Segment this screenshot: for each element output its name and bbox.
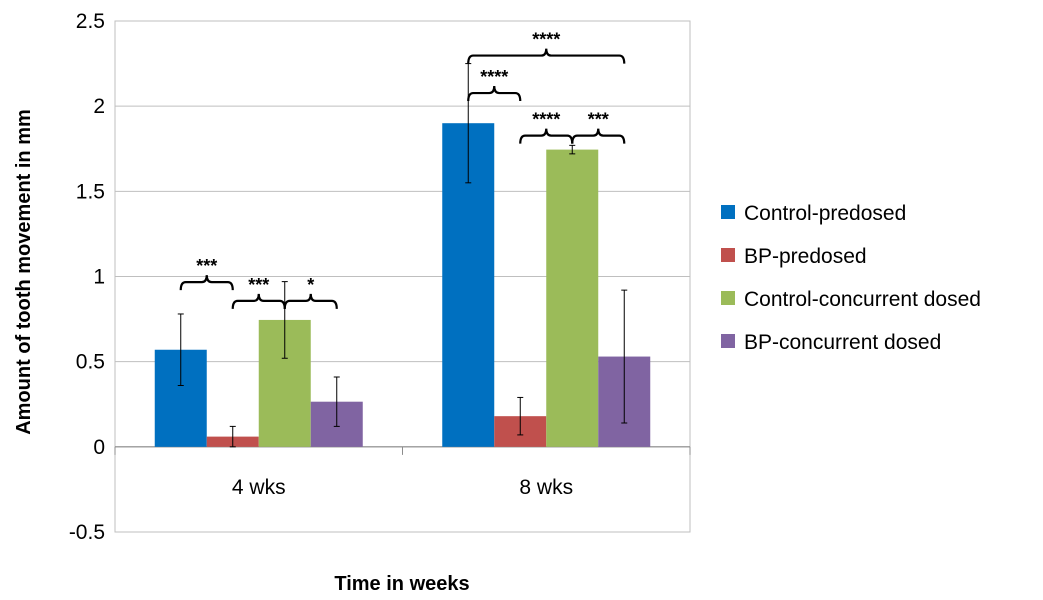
y-tick-label: 0 [93,436,105,459]
legend-label: BP-predosed [744,245,867,268]
error-bar [177,313,184,387]
significance-label: *** [588,110,609,130]
legend-swatch [721,334,735,348]
significance-brace [571,128,626,144]
x-axis-title: Time in weeks [334,573,469,595]
legend-label: Control-predosed [744,202,906,225]
y-tick-label: 0.5 [76,351,105,374]
legend-swatch [721,205,735,219]
plot-area-border [114,20,691,533]
significance-brace [231,293,286,309]
legend-entry: BP-predosed [721,245,867,268]
error-bar [333,376,340,427]
x-tick-label: 4 wks [232,476,286,499]
y-axis-title: Amount of tooth movement in mm [13,109,35,435]
significance-label: **** [532,110,560,130]
y-tick-label: 2.5 [76,10,105,33]
significance-brace [283,293,338,309]
legend-label: BP-concurrent dosed [744,331,941,354]
legend-entry: Control-predosed [721,202,906,225]
significance-label: **** [480,67,508,87]
error-bar [281,281,288,359]
legend-entry: Control-concurrent dosed [721,288,981,311]
legend: Control-predosed BP-predosed Control-concu… [721,202,981,354]
error-bar [229,425,236,448]
x-tick-label: 8 wks [519,476,573,499]
legend-swatch [721,248,735,262]
gridlines [115,20,690,533]
y-tick-label: 2 [93,95,105,118]
significance-label: *** [248,275,269,295]
significance-label: **** [532,30,560,50]
significance-brace [467,48,626,64]
significance-label: *** [196,256,217,276]
legend-entry: BP-concurrent dosed [721,331,941,354]
error-bars [177,63,628,448]
y-tick-labels: -0.5 0 0.5 1 1.5 2 2.5 [69,10,105,544]
significance-label: * [307,275,314,295]
significance-brace [519,128,574,144]
significance-brace [179,275,234,291]
y-tick-label: 1.5 [76,180,105,203]
error-bar [569,144,576,155]
legend-swatch [721,291,735,305]
y-tick-label: -0.5 [69,521,105,544]
legend-label: Control-concurrent dosed [744,288,981,311]
error-bar [621,289,628,424]
significance-annotations: ****** ********* ******* [179,30,626,309]
bar [546,149,599,447]
significance-brace [467,86,522,102]
x-tick-labels: 4 wks 8 wks [232,476,573,499]
bars [154,123,651,447]
error-bar [517,396,524,436]
y-tick-label: 1 [93,266,105,289]
